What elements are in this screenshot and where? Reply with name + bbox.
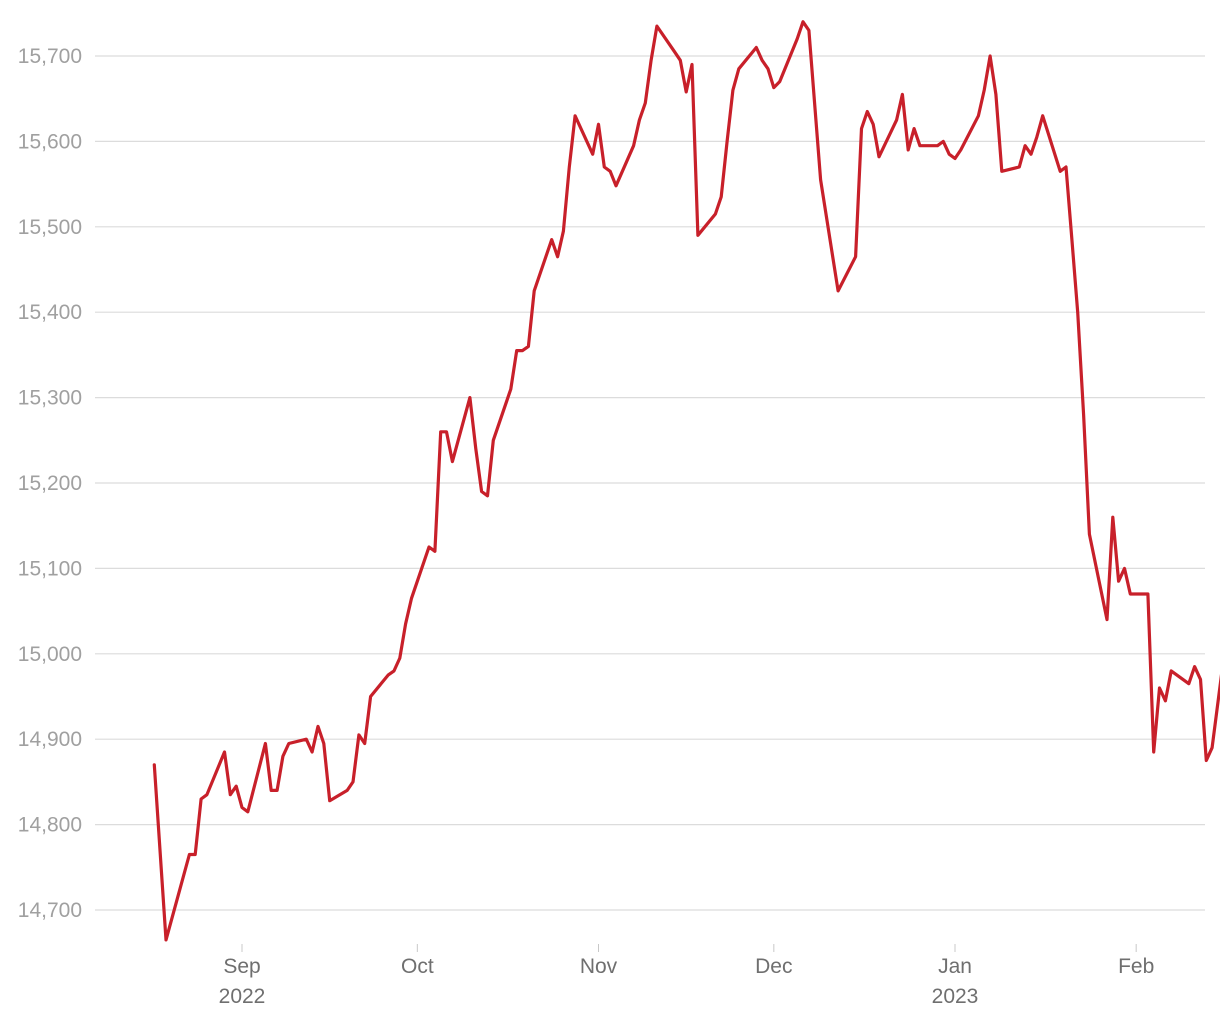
x-tick-label: Dec bbox=[755, 955, 792, 978]
y-tick-label: 14,900 bbox=[18, 728, 82, 751]
y-tick-label: 15,400 bbox=[18, 301, 82, 324]
x-tick-label: Feb bbox=[1118, 955, 1154, 978]
x-tick-label: Nov bbox=[580, 955, 618, 978]
series-layer bbox=[152, 20, 1220, 942]
y-tick-label: 14,800 bbox=[18, 814, 82, 837]
x-tick-label: Oct bbox=[401, 955, 434, 978]
y-tick-label: 15,500 bbox=[18, 216, 82, 239]
y-tick-label: 15,600 bbox=[18, 130, 82, 153]
x-tick-label: Jan bbox=[938, 955, 972, 978]
x-tick-year-label: 2023 bbox=[932, 985, 979, 1008]
y-tick-label: 15,100 bbox=[18, 557, 82, 580]
y-tick-label: 14,700 bbox=[18, 899, 82, 922]
y-tick-label: 15,700 bbox=[18, 45, 82, 68]
gridlines bbox=[95, 55, 1205, 911]
x-axis-tick-labels: Sep 2022 Oct Nov Dec Jan 2023 Feb bbox=[219, 944, 1154, 1008]
y-axis-tick-labels: 14,700 14,800 14,900 15,000 15,100 15,200 15,3… bbox=[18, 45, 82, 922]
y-tick-label: 15,200 bbox=[18, 472, 82, 495]
y-tick-label: 15,000 bbox=[18, 643, 82, 666]
series-line bbox=[152, 20, 1220, 942]
x-tick-year-label: 2022 bbox=[219, 985, 266, 1008]
y-tick-label: 15,300 bbox=[18, 387, 82, 410]
x-tick-label: Sep bbox=[223, 955, 260, 978]
